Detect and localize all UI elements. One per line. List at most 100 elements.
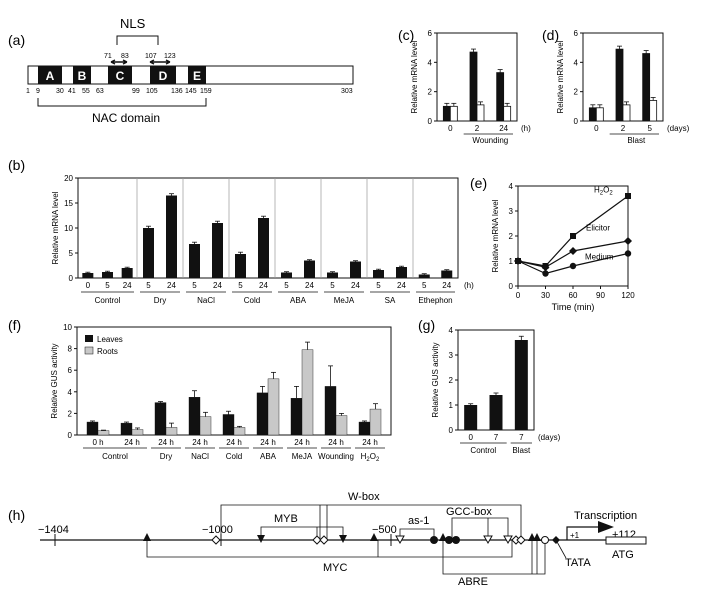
chart-b-bar — [350, 261, 361, 278]
abre-site-marker-4 — [541, 536, 549, 544]
myc-site-marker — [143, 533, 151, 541]
chart-b-ytick-label: 15 — [64, 199, 73, 208]
domain-a-label: A — [46, 69, 55, 83]
chart-d-xlabel: Blast — [627, 136, 646, 145]
abre-site-marker-3 — [533, 533, 541, 541]
chart-b-xtick-label: 24 — [442, 281, 451, 290]
domain-e-box — [188, 66, 206, 84]
chart-d-bar — [595, 107, 604, 122]
chart-b-xtick-label: 0 — [86, 281, 91, 290]
nac-domain-label: NAC domain — [92, 111, 160, 125]
wbox-site-marker-5 — [516, 535, 526, 545]
chart-b-x-unit: (h) — [464, 281, 474, 290]
chart-e-series-line — [517, 252, 629, 275]
chart-c-bar — [442, 105, 451, 122]
panel-label-d: (d) — [542, 27, 559, 43]
chart-f-bar — [222, 414, 235, 436]
chart-b-bar — [143, 228, 154, 278]
chart-f-bar — [86, 421, 99, 436]
chart-f-xtick-label: 24 h — [362, 438, 378, 447]
chart-b-xtick-label: 24 — [397, 281, 406, 290]
chart-f-group-label: Dry — [160, 452, 172, 461]
nls-label: NLS — [120, 16, 146, 31]
transcription-label: Transcription — [574, 510, 637, 522]
panel-label-e: (e) — [470, 175, 487, 191]
chart-b-ytick-label: 5 — [69, 249, 74, 258]
myb-site-marker-2 — [339, 535, 347, 543]
chart-f-bar — [290, 398, 303, 436]
chart-f-bar — [369, 408, 382, 436]
chart-b-bar — [166, 195, 177, 278]
tata-pointer — [555, 539, 567, 559]
chart-e-ylabel: Relative mRNA level — [491, 199, 500, 272]
chart-b-xtick-label: 24 — [305, 281, 314, 290]
chart-b-ytick-label: 10 — [64, 224, 73, 233]
chart-b-bar — [82, 273, 94, 278]
chart-d-xtick-label: 5 — [647, 124, 652, 133]
chart-f-bar — [267, 378, 280, 436]
chart-e-ytick-label: 3 — [509, 207, 514, 216]
as1-site-marker-1 — [395, 535, 405, 545]
chart-b-bar — [212, 223, 223, 278]
abre-site-marker-1 — [439, 533, 447, 541]
chart-b-xtick-label: 5 — [376, 281, 381, 290]
chart-f-legend-label-leaves: Leaves — [97, 335, 123, 344]
chart-d-xtick-label: 2 — [621, 124, 626, 133]
chart-f-group-label: ABA — [260, 452, 277, 461]
chart-g-ytick-label: 0 — [449, 426, 454, 435]
chart-g-group-label: Blast — [512, 446, 531, 455]
chart-f-legend-label-roots: Roots — [97, 347, 118, 356]
chart-f-xtick-label: 24 h — [124, 438, 140, 447]
nls-tick-107: 107 — [145, 53, 157, 60]
chart-f-bar — [301, 349, 314, 436]
panel-label-f: (f) — [8, 317, 21, 333]
atg-label: ATG — [612, 549, 634, 561]
chart-f-bar — [97, 430, 110, 436]
chart-e-point — [570, 233, 576, 239]
wbox-site-marker-3 — [319, 535, 329, 545]
chart-e-series-label-medium: Medium — [585, 252, 614, 261]
myc-label: MYC — [323, 562, 348, 574]
panel-label-b: (b) — [8, 157, 25, 173]
domain-a-box — [38, 66, 62, 84]
chart-f-bar — [120, 422, 133, 436]
myb-connector — [260, 526, 344, 540]
chart-b-ytick-label: 20 — [64, 174, 73, 183]
chart-d-xtick-label: 0 — [594, 124, 599, 133]
pos-minus-500: −500 — [372, 524, 397, 536]
chart-f-bar — [165, 427, 178, 436]
domain-d-label: D — [159, 69, 168, 83]
gcc-connector — [451, 517, 509, 540]
chart-b-xtick-label: 24 — [259, 281, 268, 290]
chart-b-bar — [327, 272, 338, 278]
chart-b-group-label: NaCl — [197, 296, 215, 305]
chart-f-bar — [256, 392, 269, 436]
chart-f-ytick-label: 10 — [63, 323, 72, 332]
chart-b-bar — [373, 270, 384, 278]
chart-g-ytick-label: 4 — [449, 326, 454, 335]
chart-e-ytick-label: 2 — [509, 232, 514, 241]
chart-b-bar — [418, 274, 430, 278]
domain-b-label: B — [78, 69, 87, 83]
chart-b-group-label: Cold — [244, 296, 260, 305]
chart-e-ytick-label: 4 — [509, 182, 514, 191]
chart-b-bar — [235, 254, 246, 278]
chart-f-gus-activity: 0 2 4 6 8 10 Relative GUS activity Leaves Roots 0… — [50, 323, 392, 463]
chart-e-point — [569, 247, 577, 255]
chart-b-bar — [396, 267, 407, 278]
chart-c-ytick-label: 4 — [428, 58, 433, 67]
domain-d-box — [150, 66, 176, 84]
chart-b-xtick-label: 5 — [284, 281, 289, 290]
chart-f-ytick-label: 6 — [68, 366, 73, 375]
panel-label-h: (h) — [8, 507, 25, 523]
chart-e-point — [542, 270, 549, 277]
chart-b-bar — [121, 268, 133, 278]
pos-136: 136 — [171, 88, 183, 95]
pos-41: 41 — [68, 88, 76, 95]
nls-arrow-right — [149, 59, 171, 65]
chart-f-bar — [154, 402, 167, 436]
pos-105: 105 — [146, 88, 158, 95]
myc-connector — [146, 540, 513, 558]
